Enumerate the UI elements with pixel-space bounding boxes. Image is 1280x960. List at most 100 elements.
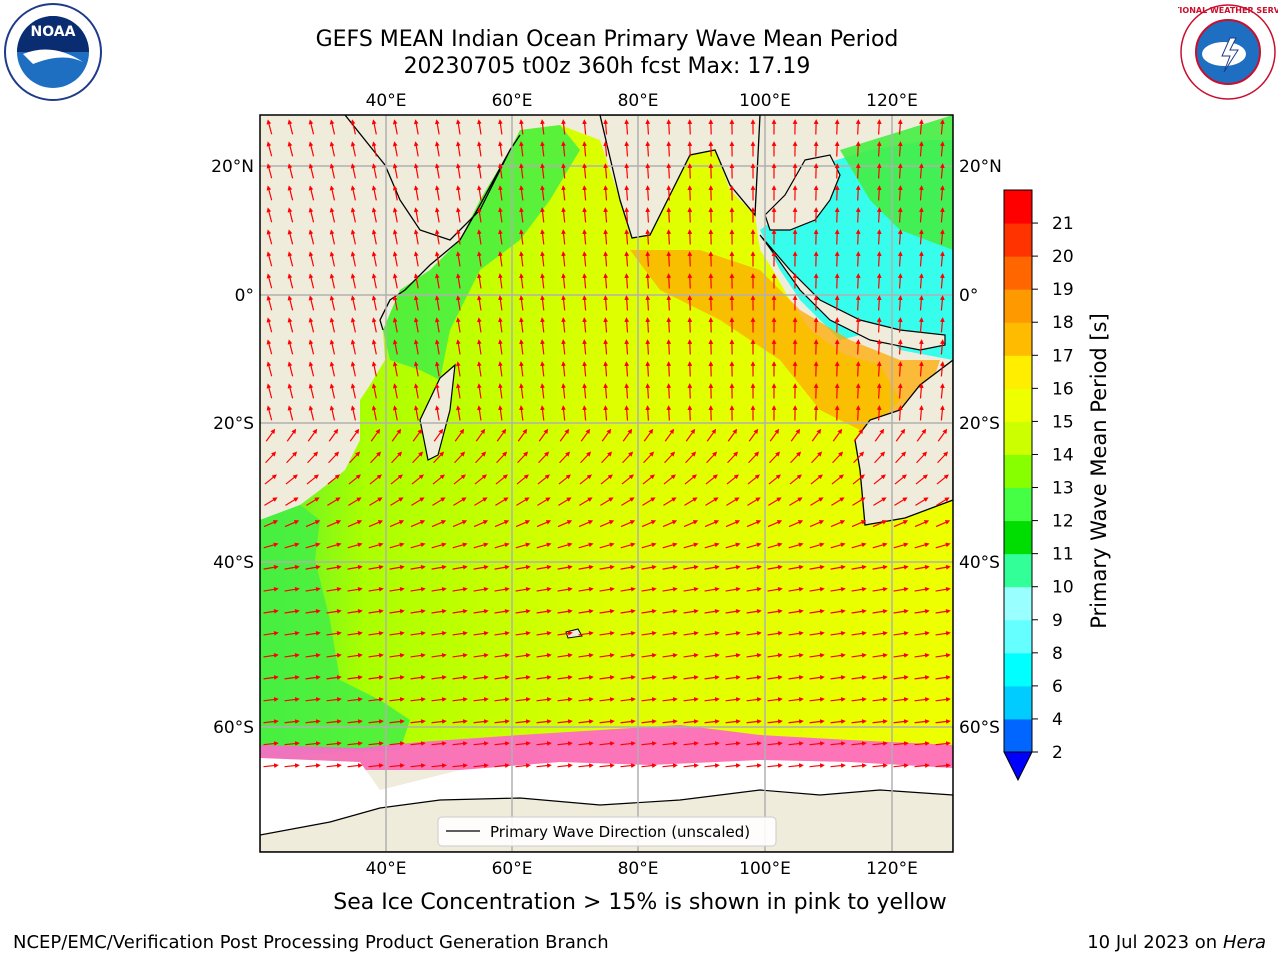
wave-direction-arrows	[263, 119, 951, 768]
wave-arrow	[308, 163, 315, 179]
wave-arrow	[515, 741, 531, 746]
wave-arrow	[893, 520, 909, 528]
wave-arrow	[746, 586, 762, 592]
wave-arrow	[389, 520, 405, 528]
wave-arrow	[536, 631, 552, 636]
wave-arrow	[515, 586, 531, 592]
wave-arrow	[809, 564, 825, 570]
chart-title: GEFS MEAN Indian Ocean Primary Wave Mean…	[315, 27, 899, 52]
wave-arrow	[620, 741, 636, 746]
wave-arrow	[452, 697, 468, 702]
wave-arrow	[893, 564, 909, 570]
wave-arrow	[830, 763, 846, 768]
wave-arrow	[263, 697, 279, 702]
wave-arrow	[767, 520, 783, 528]
wave-arrow	[851, 653, 867, 658]
wave-arrow	[918, 295, 924, 311]
wave-arrow	[641, 564, 657, 570]
wave-arrow	[624, 119, 630, 135]
wave-arrow	[536, 564, 552, 570]
wave-arrow	[537, 474, 550, 485]
wave-arrow	[455, 141, 461, 157]
wave-arrow	[872, 675, 888, 680]
wave-arrow	[620, 631, 636, 636]
wave-arrow	[475, 428, 486, 442]
wave-arrow	[329, 207, 336, 223]
wave-arrow	[350, 185, 356, 201]
wave-arrow	[641, 586, 657, 592]
wave-arrow	[897, 361, 903, 377]
wave-arrow	[389, 631, 405, 636]
wave-arrow	[830, 697, 846, 702]
wave-arrow	[620, 697, 636, 702]
wave-arrow	[392, 295, 398, 311]
wave-arrow	[287, 361, 294, 377]
wave-arrow	[368, 653, 384, 658]
wave-arrow	[872, 741, 888, 746]
wave-arrow	[666, 163, 672, 179]
wave-arrow	[266, 383, 273, 399]
wave-arrow	[620, 675, 636, 680]
wave-arrow	[392, 361, 398, 377]
wave-arrow	[893, 653, 909, 658]
wave-arrow	[434, 317, 440, 333]
wave-arrow	[662, 653, 678, 658]
wave-arrow	[582, 383, 587, 399]
wave-arrow	[746, 542, 762, 549]
wave-arrow	[455, 339, 461, 355]
wave-arrow	[767, 763, 783, 768]
wave-arrow	[809, 542, 825, 549]
wave-arrow	[389, 586, 405, 592]
footer-date: 10 Jul 2023 on Hera	[1087, 932, 1266, 953]
wave-arrow	[663, 497, 677, 506]
lon-label-bottom-100e: 100°E	[739, 859, 791, 879]
wave-arrow	[599, 586, 615, 592]
wave-arrow	[830, 719, 846, 724]
wave-arrow	[666, 119, 672, 135]
wave-arrow	[370, 451, 382, 464]
wave-arrow	[413, 229, 419, 245]
wave-arrow	[306, 497, 320, 506]
wave-arrow	[350, 207, 356, 223]
wave-arrow	[515, 631, 531, 636]
wave-arrow	[939, 119, 945, 135]
wave-arrow	[830, 741, 846, 746]
wave-arrow	[392, 317, 398, 333]
wave-arrow	[603, 339, 609, 355]
wave-arrow	[371, 229, 377, 245]
wave-arrow	[645, 163, 651, 179]
wave-arrow	[455, 317, 461, 333]
wave-arrow	[326, 675, 342, 680]
wave-arrow	[685, 451, 697, 464]
wave-arrow	[645, 119, 651, 135]
wave-arrow	[371, 141, 377, 157]
wave-arrow	[645, 251, 651, 267]
wave-arrow	[519, 339, 524, 355]
wave-arrow	[287, 405, 294, 421]
wave-arrow	[832, 451, 844, 464]
wave-arrow	[477, 405, 482, 421]
wave-arrow	[683, 520, 699, 528]
wave-arrow	[685, 428, 696, 442]
wave-arrow	[515, 608, 531, 614]
wave-arrow	[624, 405, 630, 421]
wave-arrow	[788, 741, 804, 746]
wave-arrow	[413, 207, 419, 223]
wave-arrow	[939, 295, 945, 311]
wave-arrow	[767, 719, 783, 724]
wave-arrow	[452, 741, 468, 746]
wave-arrow	[876, 119, 882, 135]
wave-arrow	[666, 207, 672, 223]
wave-arrow	[284, 741, 300, 746]
wave-arrow	[452, 608, 468, 614]
wave-arrow	[264, 474, 277, 485]
green-region-bob-north	[840, 115, 953, 250]
wave-arrow	[918, 229, 924, 245]
lat-label-right-20n: 20°N	[959, 157, 1002, 177]
wave-arrow	[687, 361, 693, 377]
wave-arrow	[939, 251, 945, 267]
wave-arrow	[540, 185, 545, 201]
wave-arrow	[725, 653, 741, 658]
wave-arrow	[411, 497, 425, 506]
wave-arrow	[893, 631, 909, 636]
